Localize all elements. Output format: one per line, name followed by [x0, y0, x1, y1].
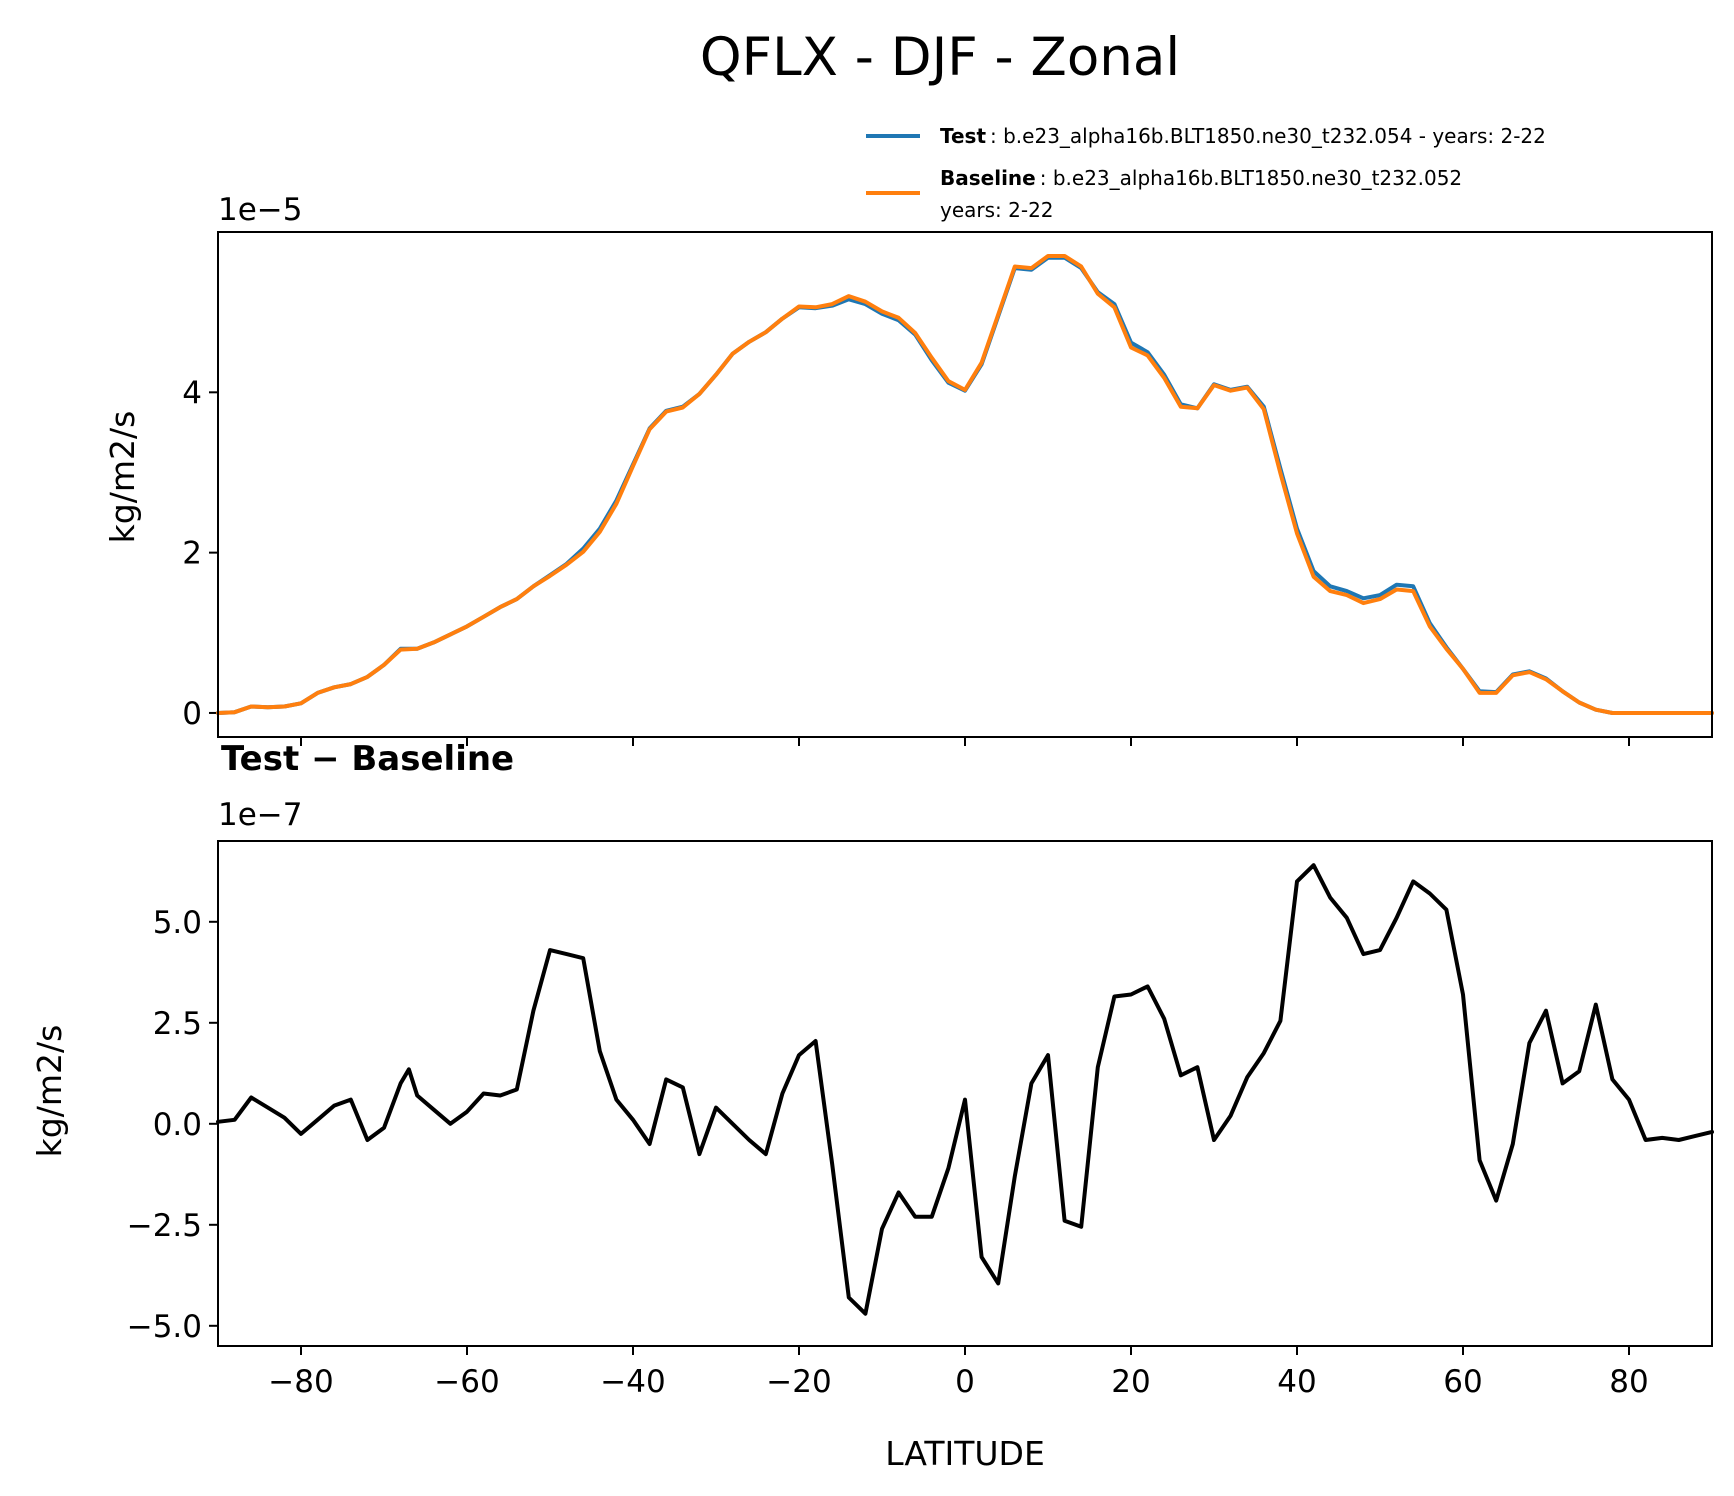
- bottom-ytick-label: −5.0: [127, 1309, 202, 1345]
- top-plot-frame: [217, 231, 1713, 738]
- bottom-xtick-label: 0: [955, 1364, 975, 1400]
- bottom-panel: Test − Baseline 1e−7 kg/m2/s −5.0 −2.5 0.0…: [30, 739, 1714, 1473]
- bottom-offset-text: 1e−7: [218, 797, 303, 833]
- bottom-series-test-baseline-line: [216, 863, 1714, 1316]
- bottom-ylabel: kg/m2/s: [30, 1025, 69, 1158]
- top-ytick-label: 0: [182, 696, 202, 732]
- legend-baseline-label: Baseline: b.e23_alpha16b.BLT1850.ne30_t2…: [940, 166, 1462, 190]
- bottom-xtick-label: 20: [1111, 1364, 1150, 1400]
- bottom-ytick-label: 0.0: [153, 1107, 202, 1143]
- bottom-ytick-label: −2.5: [127, 1208, 202, 1244]
- top-panel: 1e−5 kg/m2/s 0 2 4: [103, 192, 1714, 746]
- bottom-subtitle: Test − Baseline: [221, 739, 514, 779]
- bottom-xticks: −80 −60 −40 −20 0 20 40 60 80: [268, 1346, 1649, 1400]
- legend-baseline-name: Baseline: [940, 166, 1036, 190]
- top-offset-text: 1e−5: [218, 192, 303, 228]
- bottom-xtick-label: −60: [434, 1364, 499, 1400]
- legend-test-text: : b.e23_alpha16b.BLT1850.ne30_t232.054 -…: [990, 124, 1546, 148]
- legend-test-name: Test: [940, 124, 986, 148]
- bottom-xtick-label: −20: [766, 1364, 831, 1400]
- bottom-xtick-label: 40: [1277, 1364, 1316, 1400]
- bottom-plot-frame: [217, 840, 1713, 1347]
- chart-title: QFLX - DJF - Zonal: [700, 27, 1180, 88]
- bottom-yticks: −5.0 −2.5 0.0 2.5 5.0: [127, 905, 218, 1345]
- legend-baseline-text: : b.e23_alpha16b.BLT1850.ne30_t232.052: [1040, 166, 1462, 190]
- bottom-lines: [216, 863, 1714, 1316]
- top-xticks: [300, 737, 1630, 746]
- bottom-xtick-label: 60: [1443, 1364, 1482, 1400]
- bottom-xtick-label: −80: [268, 1364, 333, 1400]
- top-series-baseline-line: [216, 254, 1714, 715]
- legend: Test: b.e23_alpha16b.BLT1850.ne30_t232.0…: [866, 124, 1546, 222]
- top-yticks: 0 2 4: [182, 375, 218, 732]
- top-ytick-label: 2: [182, 536, 202, 572]
- top-lines: [216, 254, 1714, 715]
- x-axis-label: LATITUDE: [885, 1434, 1045, 1473]
- top-ytick-label: 4: [182, 375, 202, 411]
- bottom-ytick-label: 5.0: [153, 905, 202, 941]
- bottom-xtick-label: −40: [600, 1364, 665, 1400]
- legend-baseline-years: years: 2-22: [940, 198, 1054, 222]
- bottom-xtick-label: 80: [1609, 1364, 1648, 1400]
- legend-test-label: Test: b.e23_alpha16b.BLT1850.ne30_t232.0…: [940, 124, 1546, 148]
- top-ylabel: kg/m2/s: [103, 411, 142, 544]
- bottom-ytick-label: 2.5: [153, 1006, 202, 1042]
